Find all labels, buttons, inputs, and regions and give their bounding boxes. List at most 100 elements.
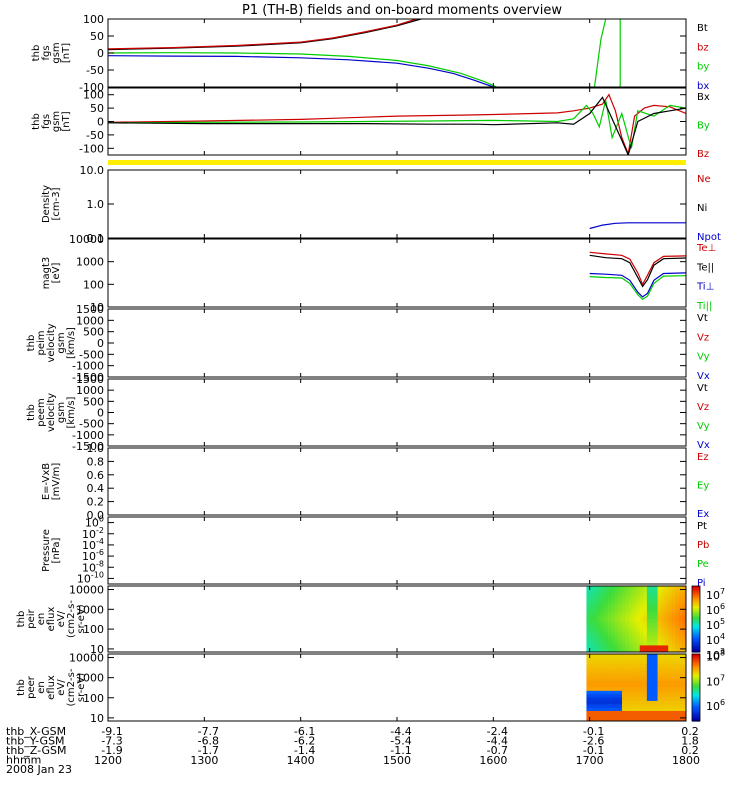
spectrogram-cell	[604, 714, 609, 719]
spectrogram-cell	[614, 690, 620, 695]
spectrogram-cell	[622, 638, 627, 643]
colorbar-segment	[692, 662, 700, 666]
spectrogram-cell	[618, 674, 623, 679]
spectrogram-cell	[597, 714, 602, 719]
spectrogram-cell	[661, 704, 666, 709]
spectrogram-cell	[636, 595, 641, 600]
series-group	[108, 19, 621, 87]
spectrogram-cell	[622, 667, 627, 672]
spectrogram-cell	[586, 602, 591, 607]
spectrogram-cell	[675, 694, 680, 699]
spectrogram-cell	[646, 592, 652, 597]
spectrogram-cell	[668, 687, 673, 692]
spectrogram-cell	[625, 717, 630, 721]
spectrogram-cell	[654, 622, 659, 627]
spectrogram-cell	[678, 605, 684, 610]
spectrogram-cell	[636, 654, 641, 658]
spectrogram-cell	[632, 635, 637, 640]
spectrogram-cell	[622, 707, 627, 712]
colorbar-tick-label: 106	[706, 698, 725, 713]
spectrogram-cell	[611, 645, 616, 650]
spectrogram-cell	[611, 660, 616, 665]
spectrogram-cell	[618, 697, 623, 702]
series-Te⊥	[589, 251, 686, 286]
spectrogram-cell	[646, 635, 652, 640]
spectrogram-cell	[636, 710, 641, 715]
y-tick-label: 0.4	[87, 482, 105, 495]
spectrogram-cell	[664, 615, 669, 620]
spectrogram-cell	[636, 638, 641, 643]
spectrogram-cell	[629, 595, 634, 600]
spectrogram-cell	[590, 690, 595, 695]
spectrogram-cell	[643, 635, 648, 640]
legend-label: By	[697, 121, 710, 132]
spectrogram-cell	[632, 645, 637, 650]
spectrogram-cell	[678, 612, 684, 617]
spectrogram-cell	[618, 599, 623, 604]
spectrogram-cell	[654, 687, 659, 692]
spectrogram-cell	[618, 609, 623, 613]
spectrogram-cell	[650, 642, 655, 646]
spectrogram-cell	[611, 595, 616, 600]
series-bz	[108, 19, 417, 50]
spectrogram-cell	[593, 700, 598, 705]
spectrogram-cell	[646, 684, 652, 689]
spectrogram-cell	[654, 660, 659, 665]
spectrogram-cell	[586, 694, 591, 699]
spectrogram-cell	[654, 628, 659, 633]
spectrogram-cell	[664, 605, 669, 610]
spectrogram	[586, 654, 686, 721]
spectrogram-cell	[643, 690, 648, 695]
spectrogram-cell	[614, 632, 620, 637]
spectrogram-cell	[597, 694, 602, 699]
spectrogram-cell	[586, 670, 591, 675]
colorbar-segment	[692, 603, 700, 607]
spectrogram-cell	[618, 677, 623, 682]
spectrogram-cell	[622, 680, 627, 685]
spectrogram-cell	[625, 589, 630, 594]
spectrogram-cell	[593, 609, 598, 613]
spectrogram-cell	[657, 657, 662, 662]
colorbar-segment	[692, 683, 700, 686]
spectrogram-cell	[600, 625, 605, 630]
spectrogram-cell	[597, 680, 602, 685]
spectrogram-cell	[671, 714, 676, 719]
y-tick-label: 1000	[76, 672, 104, 685]
spectrogram-cell	[618, 612, 623, 617]
spectrogram-cell	[671, 657, 676, 662]
spectrogram-cell	[668, 619, 673, 623]
spectrogram-cell	[657, 677, 662, 682]
spectrogram-cell	[678, 710, 684, 715]
spectrogram-cell	[604, 632, 609, 637]
spectrogram-cell	[657, 648, 662, 652]
spectrogram-cell	[590, 612, 595, 617]
spectrogram-cell	[650, 664, 655, 668]
spectrogram-cell	[622, 657, 627, 662]
spectrogram-cell	[682, 700, 686, 705]
spectrogram-cell	[661, 645, 666, 650]
spectrogram-cell	[639, 707, 644, 712]
spectrogram-cell	[618, 680, 623, 685]
ephemeris-value: -0.1	[583, 725, 604, 738]
spectrogram-cell	[661, 615, 666, 620]
spectrogram-cell	[678, 697, 684, 702]
spectrogram-cell	[632, 628, 637, 633]
spectrogram-cell	[607, 684, 612, 689]
spectrogram-cell	[657, 638, 662, 643]
spectrogram-cell	[643, 694, 648, 699]
spectrogram-cell	[661, 628, 666, 633]
spectrogram-cell	[675, 592, 680, 597]
spectrogram-cell	[643, 595, 648, 600]
spectrogram-cell	[675, 638, 680, 643]
spectrogram-cell	[600, 670, 605, 675]
spectrogram-cell	[650, 660, 655, 665]
spectrogram-cell	[682, 710, 686, 715]
y-axis-label: thb	[31, 113, 42, 130]
ephemeris-value: -2.4	[487, 725, 508, 738]
spectrogram-cell	[675, 710, 680, 715]
spectrogram-cell	[654, 680, 659, 685]
spectrogram-cell	[646, 605, 652, 610]
spectrogram-cell	[636, 694, 641, 699]
spectrogram-cell	[614, 670, 620, 675]
spectrogram-cell	[671, 674, 676, 679]
